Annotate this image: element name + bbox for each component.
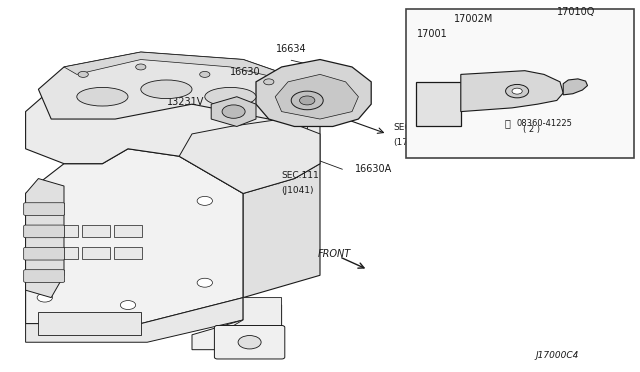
Bar <box>416 82 461 126</box>
FancyBboxPatch shape <box>24 225 65 238</box>
Circle shape <box>512 88 522 94</box>
Text: 16634: 16634 <box>276 44 307 54</box>
FancyBboxPatch shape <box>24 247 65 260</box>
Text: FRONT: FRONT <box>317 249 351 259</box>
Text: 13231V: 13231V <box>168 97 205 107</box>
Circle shape <box>197 278 212 287</box>
Ellipse shape <box>141 80 192 99</box>
Polygon shape <box>256 60 371 126</box>
Circle shape <box>37 204 52 213</box>
Text: (J1041): (J1041) <box>282 186 314 195</box>
FancyBboxPatch shape <box>214 326 285 359</box>
FancyBboxPatch shape <box>24 270 65 282</box>
Text: 16630: 16630 <box>230 67 260 77</box>
Polygon shape <box>563 79 588 95</box>
Bar <box>50 247 78 259</box>
Text: 16630A: 16630A <box>355 164 392 174</box>
Polygon shape <box>243 164 320 298</box>
Polygon shape <box>211 97 256 126</box>
Polygon shape <box>38 312 141 335</box>
Circle shape <box>222 105 245 118</box>
Polygon shape <box>64 52 307 82</box>
Text: 08360-41225: 08360-41225 <box>516 119 572 128</box>
Bar <box>82 247 110 259</box>
Polygon shape <box>192 298 282 350</box>
Circle shape <box>238 336 261 349</box>
Bar <box>114 225 142 237</box>
Circle shape <box>264 79 274 85</box>
Bar <box>406 9 634 158</box>
Circle shape <box>78 71 88 77</box>
Circle shape <box>300 96 315 105</box>
Circle shape <box>200 71 210 77</box>
Bar <box>114 247 142 259</box>
Text: 17010Q: 17010Q <box>557 7 595 17</box>
Polygon shape <box>275 74 358 119</box>
Text: J17000C4: J17000C4 <box>535 351 579 360</box>
Polygon shape <box>26 298 243 342</box>
Circle shape <box>37 293 52 302</box>
Circle shape <box>120 301 136 310</box>
Circle shape <box>291 91 323 110</box>
Polygon shape <box>461 71 563 112</box>
Text: ( 2 ): ( 2 ) <box>523 125 540 134</box>
Polygon shape <box>26 60 320 193</box>
Text: Ⓢ: Ⓢ <box>504 119 511 128</box>
Polygon shape <box>38 52 307 119</box>
Polygon shape <box>218 298 282 350</box>
Polygon shape <box>26 179 64 298</box>
Bar <box>50 225 78 237</box>
Text: SEC.164: SEC.164 <box>394 123 431 132</box>
Text: 17001: 17001 <box>417 29 447 39</box>
FancyBboxPatch shape <box>24 203 65 215</box>
Polygon shape <box>26 149 243 324</box>
Polygon shape <box>179 119 320 193</box>
Text: SEC.111: SEC.111 <box>282 171 319 180</box>
Circle shape <box>136 64 146 70</box>
Text: 17002M: 17002M <box>454 14 493 24</box>
Bar <box>82 225 110 237</box>
Ellipse shape <box>77 87 128 106</box>
Circle shape <box>197 196 212 205</box>
Circle shape <box>506 84 529 98</box>
Text: (17520+A): (17520+A) <box>394 138 443 147</box>
Ellipse shape <box>205 87 256 106</box>
